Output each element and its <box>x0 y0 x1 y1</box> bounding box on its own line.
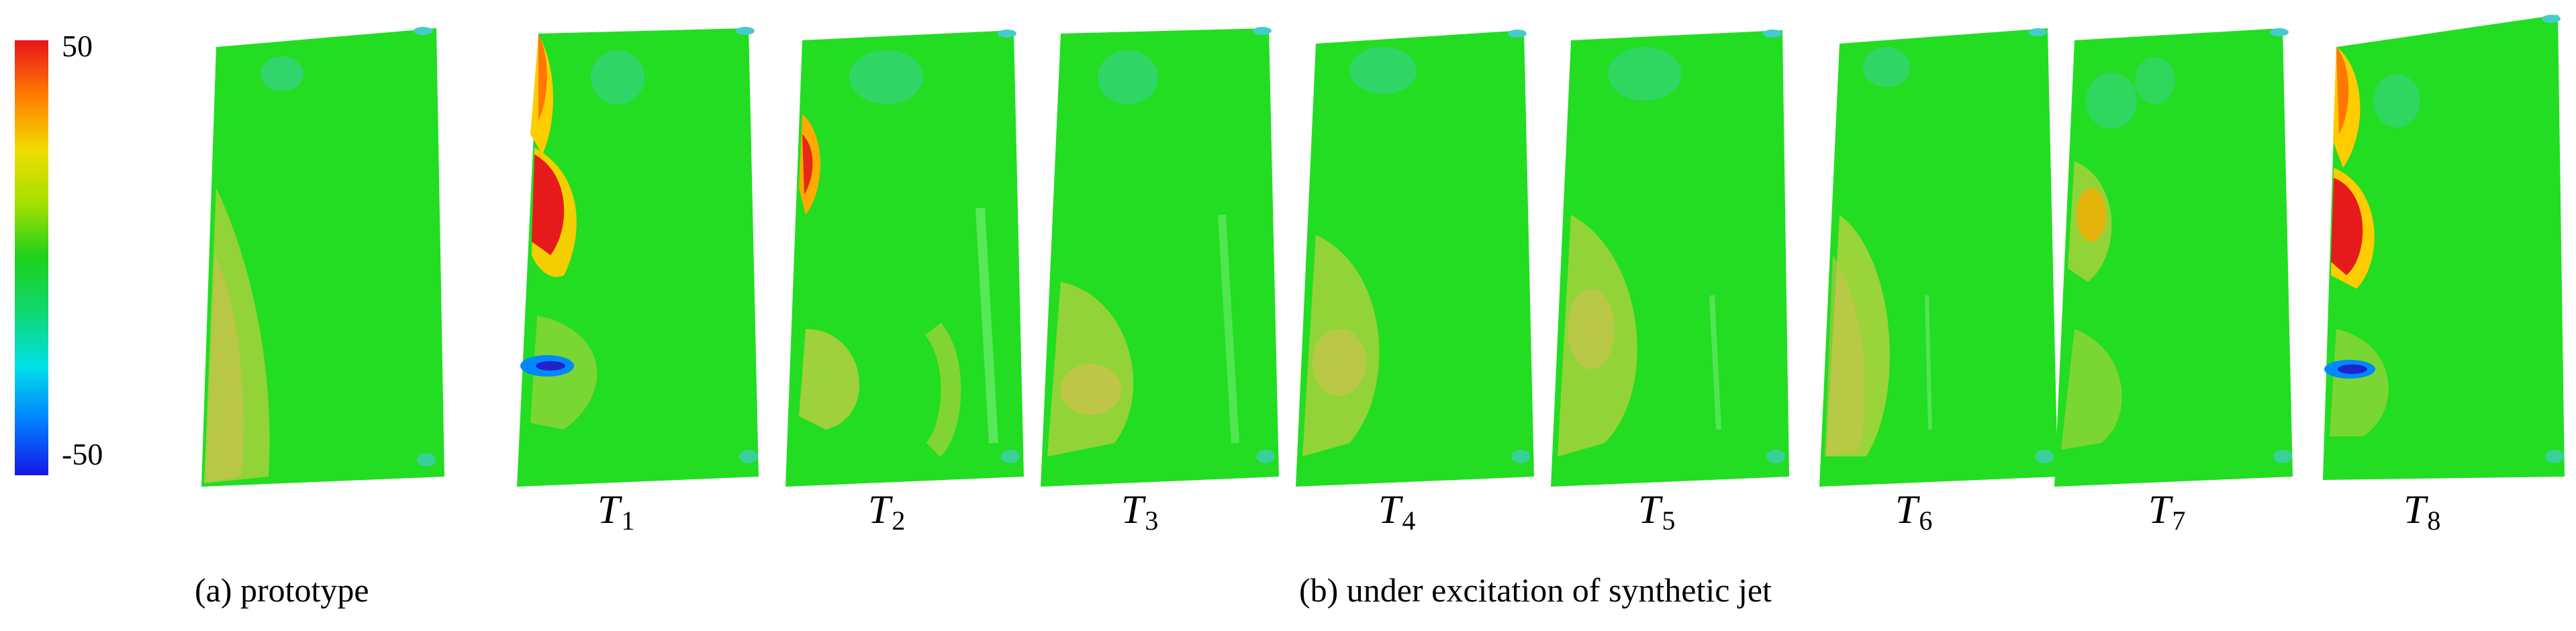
contour-panel-prototype <box>201 27 444 487</box>
colorbar-max-label: 50 <box>62 29 93 63</box>
caption-a: (a) prototype <box>195 571 369 609</box>
contour-panel-T1 <box>517 27 759 487</box>
contour-panel-T5 <box>1551 30 1789 487</box>
contour-panel-T3 <box>1041 27 1279 487</box>
caption-b: (b) under excitation of synthetic jet <box>1299 571 1772 609</box>
contour-panel-T6 <box>1819 28 2058 487</box>
panel-label-T4: T4 <box>1378 487 1416 536</box>
panel-label-T8: T8 <box>2403 487 2441 536</box>
contour-panel-T4 <box>1296 30 1534 487</box>
panel-label-T6: T6 <box>1895 487 1933 536</box>
colorbar-min-label: -50 <box>62 437 103 471</box>
contour-panel-T7 <box>2054 28 2293 487</box>
colorbar <box>15 40 48 475</box>
panel-label-T3: T3 <box>1121 487 1159 536</box>
panel-label-T7: T7 <box>2148 487 2186 536</box>
panel-label-T2: T2 <box>868 487 906 536</box>
panel-label-T1: T1 <box>598 487 635 536</box>
panel-label-T5: T5 <box>1638 487 1676 536</box>
contour-panel-T8 <box>2323 15 2565 480</box>
contour-panel-T2 <box>785 30 1024 487</box>
